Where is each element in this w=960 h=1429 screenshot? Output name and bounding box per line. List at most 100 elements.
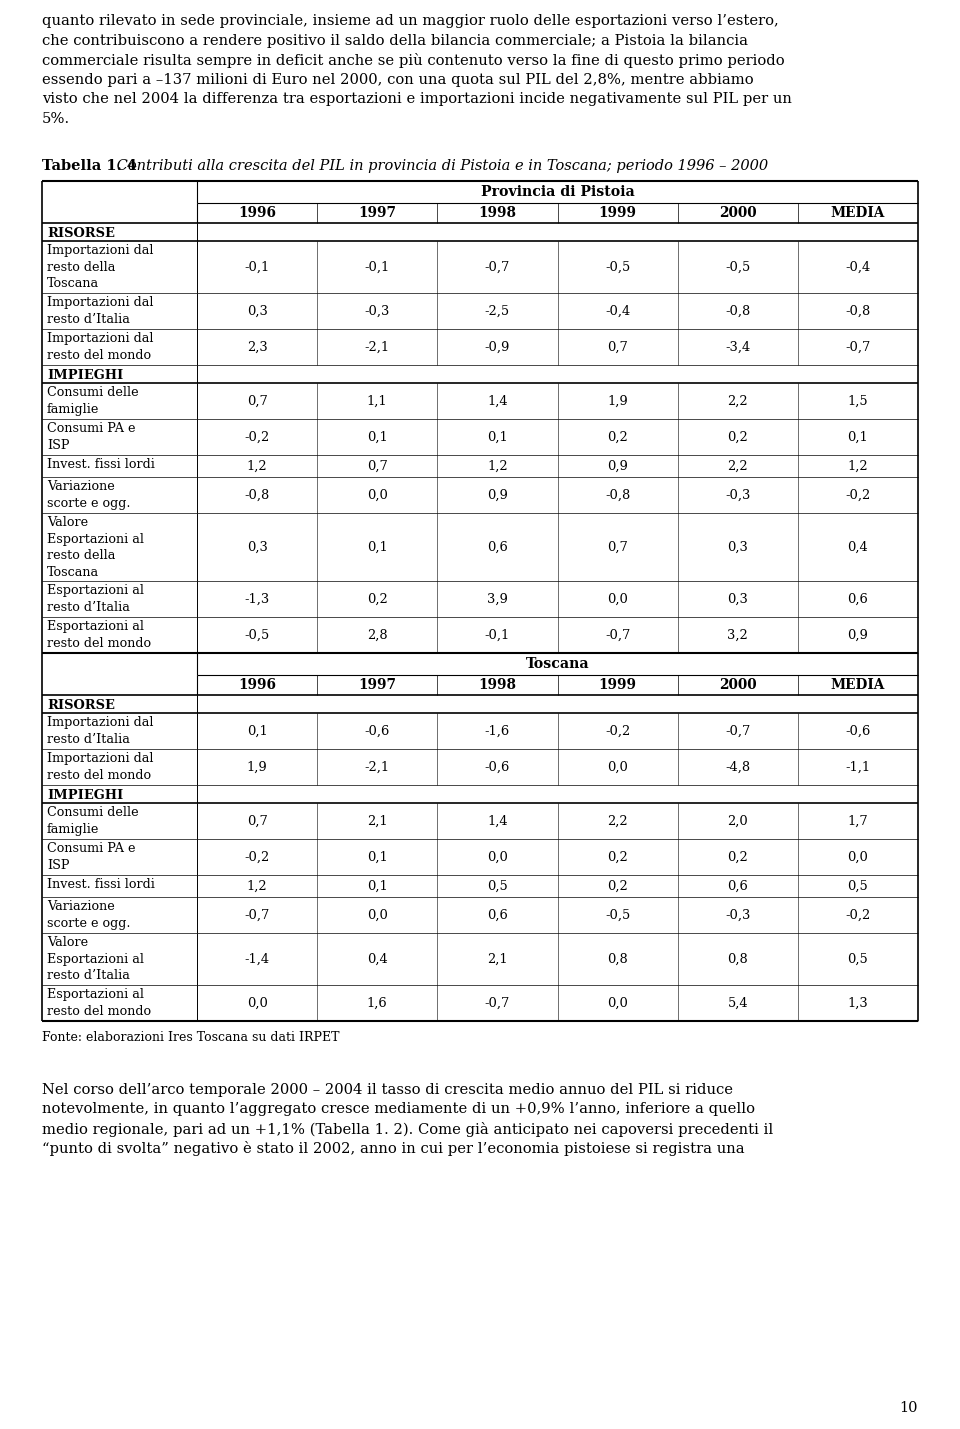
Text: “punto di svolta” negativo è stato il 2002, anno in cui per l’economia pistoiese: “punto di svolta” negativo è stato il 20… — [42, 1142, 745, 1156]
Text: -0,2: -0,2 — [605, 725, 630, 737]
Text: -0,5: -0,5 — [245, 629, 270, 642]
Text: -0,5: -0,5 — [605, 260, 630, 273]
Text: essendo pari a –137 milioni di Euro nel 2000, con una quota sul PIL del 2,8%, me: essendo pari a –137 milioni di Euro nel … — [42, 73, 754, 87]
Text: -0,7: -0,7 — [725, 725, 751, 737]
Text: che contribuiscono a rendere positivo il saldo della bilancia commerciale; a Pis: che contribuiscono a rendere positivo il… — [42, 33, 748, 47]
Text: 5%.: 5%. — [42, 111, 70, 126]
Text: 2,2: 2,2 — [608, 815, 628, 827]
Text: 0,7: 0,7 — [247, 394, 268, 407]
Text: 1,9: 1,9 — [247, 760, 268, 773]
Text: Variazione
scorte e ogg.: Variazione scorte e ogg. — [47, 900, 131, 929]
Text: 0,2: 0,2 — [608, 879, 628, 893]
Text: -0,6: -0,6 — [846, 725, 871, 737]
Text: -0,3: -0,3 — [365, 304, 390, 317]
Text: 0,7: 0,7 — [247, 815, 268, 827]
Text: 0,9: 0,9 — [848, 629, 869, 642]
Text: 0,0: 0,0 — [367, 489, 388, 502]
Text: Consumi PA e
ISP: Consumi PA e ISP — [47, 842, 135, 872]
Text: 1,1: 1,1 — [367, 394, 388, 407]
Text: -0,8: -0,8 — [846, 304, 871, 317]
Text: 0,7: 0,7 — [607, 340, 628, 353]
Text: 2,8: 2,8 — [367, 629, 388, 642]
Text: 2,3: 2,3 — [247, 340, 268, 353]
Text: -0,4: -0,4 — [605, 304, 630, 317]
Text: 0,0: 0,0 — [247, 996, 268, 1009]
Text: -0,7: -0,7 — [485, 260, 510, 273]
Text: -2,5: -2,5 — [485, 304, 510, 317]
Text: Consumi delle
famiglie: Consumi delle famiglie — [47, 806, 138, 836]
Text: 0,4: 0,4 — [367, 953, 388, 966]
Text: 0,4: 0,4 — [848, 540, 868, 553]
Text: Valore
Esportazioni al
resto della
Toscana: Valore Esportazioni al resto della Tosca… — [47, 516, 144, 579]
Text: 1,2: 1,2 — [247, 879, 268, 893]
Text: Tabella 1. 4: Tabella 1. 4 — [42, 159, 137, 173]
Text: -0,8: -0,8 — [605, 489, 630, 502]
Text: 0,2: 0,2 — [608, 430, 628, 443]
Text: Consumi delle
famiglie: Consumi delle famiglie — [47, 386, 138, 416]
Text: Importazioni dal
resto della
Toscana: Importazioni dal resto della Toscana — [47, 244, 154, 290]
Text: Valore
Esportazioni al
resto d’Italia: Valore Esportazioni al resto d’Italia — [47, 936, 144, 982]
Text: Provincia di Pistoia: Provincia di Pistoia — [481, 184, 635, 199]
Text: 3,9: 3,9 — [487, 593, 508, 606]
Text: 0,2: 0,2 — [367, 593, 388, 606]
Text: -1,1: -1,1 — [846, 760, 871, 773]
Text: Importazioni dal
resto del mondo: Importazioni dal resto del mondo — [47, 332, 154, 362]
Text: 2000: 2000 — [719, 206, 756, 220]
Text: medio regionale, pari ad un +1,1% (Tabella 1. 2). Come già anticipato nei capove: medio regionale, pari ad un +1,1% (Tabel… — [42, 1122, 773, 1137]
Text: 1,2: 1,2 — [487, 460, 508, 473]
Text: 1999: 1999 — [599, 677, 636, 692]
Text: 2,2: 2,2 — [728, 394, 748, 407]
Text: 1,7: 1,7 — [848, 815, 868, 827]
Text: -0,8: -0,8 — [245, 489, 270, 502]
Text: 1997: 1997 — [358, 677, 396, 692]
Text: 1996: 1996 — [238, 206, 276, 220]
Text: 0,1: 0,1 — [367, 850, 388, 863]
Text: 3,2: 3,2 — [728, 629, 748, 642]
Text: -4,8: -4,8 — [725, 760, 751, 773]
Text: 0,6: 0,6 — [487, 909, 508, 922]
Text: 0,1: 0,1 — [367, 430, 388, 443]
Text: -0,9: -0,9 — [485, 340, 510, 353]
Text: -0,7: -0,7 — [845, 340, 871, 353]
Text: commerciale risulta sempre in deficit anche se più contenuto verso la fine di qu: commerciale risulta sempre in deficit an… — [42, 53, 784, 69]
Text: 0,3: 0,3 — [728, 593, 748, 606]
Text: -1,4: -1,4 — [245, 953, 270, 966]
Text: 1,6: 1,6 — [367, 996, 388, 1009]
Text: 1,2: 1,2 — [848, 460, 868, 473]
Text: 0,6: 0,6 — [487, 540, 508, 553]
Text: Esportazioni al
resto del mondo: Esportazioni al resto del mondo — [47, 620, 151, 650]
Text: Importazioni dal
resto d’Italia: Importazioni dal resto d’Italia — [47, 296, 154, 326]
Text: Contributi alla crescita del PIL in provincia di Pistoia e in Toscana; periodo 1: Contributi alla crescita del PIL in prov… — [112, 159, 768, 173]
Text: -0,7: -0,7 — [245, 909, 270, 922]
Text: 0,8: 0,8 — [608, 953, 628, 966]
Text: 2,1: 2,1 — [487, 953, 508, 966]
Text: 1,4: 1,4 — [487, 394, 508, 407]
Text: RISORSE: RISORSE — [47, 699, 115, 712]
Text: Toscana: Toscana — [526, 657, 589, 672]
Text: 1,4: 1,4 — [487, 815, 508, 827]
Text: 0,5: 0,5 — [848, 953, 868, 966]
Text: Importazioni dal
resto del mondo: Importazioni dal resto del mondo — [47, 752, 154, 782]
Text: -0,2: -0,2 — [245, 430, 270, 443]
Text: IMPIEGHI: IMPIEGHI — [47, 789, 123, 802]
Text: 0,3: 0,3 — [247, 304, 268, 317]
Text: notevolmente, in quanto l’aggregato cresce mediamente di un +0,9% l’anno, inferi: notevolmente, in quanto l’aggregato cres… — [42, 1103, 755, 1116]
Text: -0,7: -0,7 — [605, 629, 631, 642]
Text: 0,2: 0,2 — [728, 430, 748, 443]
Text: Consumi PA e
ISP: Consumi PA e ISP — [47, 422, 135, 452]
Text: -0,3: -0,3 — [725, 489, 751, 502]
Text: -1,3: -1,3 — [245, 593, 270, 606]
Text: 0,0: 0,0 — [367, 909, 388, 922]
Text: 10: 10 — [900, 1400, 918, 1415]
Text: 0,1: 0,1 — [487, 430, 508, 443]
Text: Esportazioni al
resto d’Italia: Esportazioni al resto d’Italia — [47, 584, 144, 613]
Text: -0,6: -0,6 — [365, 725, 390, 737]
Text: 1998: 1998 — [478, 206, 516, 220]
Text: Invest. fissi lordi: Invest. fissi lordi — [47, 459, 155, 472]
Text: 0,3: 0,3 — [247, 540, 268, 553]
Text: 5,4: 5,4 — [728, 996, 748, 1009]
Text: visto che nel 2004 la differenza tra esportazioni e importazioni incide negativa: visto che nel 2004 la differenza tra esp… — [42, 91, 792, 106]
Text: 0,3: 0,3 — [728, 540, 748, 553]
Text: 2,0: 2,0 — [728, 815, 748, 827]
Text: 0,0: 0,0 — [848, 850, 869, 863]
